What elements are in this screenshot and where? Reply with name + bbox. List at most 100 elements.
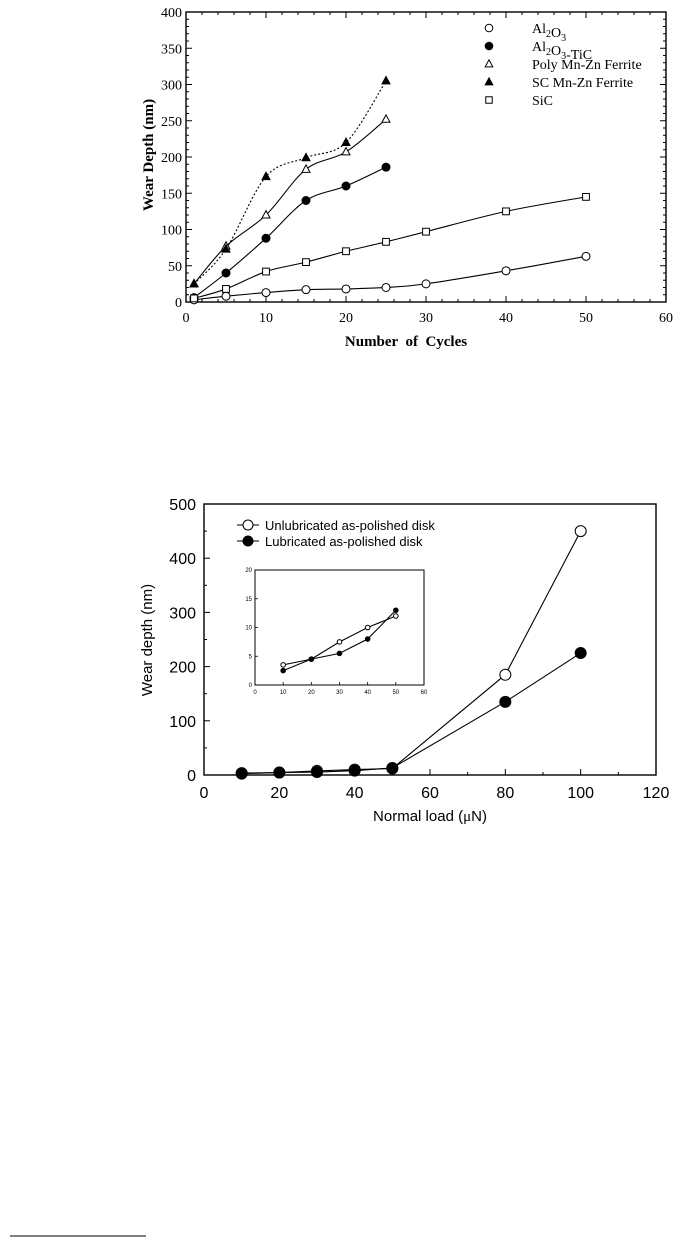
chart1-y-tick-label: 200 xyxy=(161,151,182,166)
chart2-data-point xyxy=(574,525,587,538)
inset-y-tick-label: 5 xyxy=(249,654,253,660)
chart2-series-markers xyxy=(235,525,587,780)
chart2-legend: Unlubricated as-polished diskLubricated … xyxy=(237,518,435,549)
chart2-x-axis-label-post: N) xyxy=(471,808,487,825)
inset-plot-frame xyxy=(254,569,425,686)
chart1-plot-frame xyxy=(185,11,667,303)
chart1-legend-text: Al xyxy=(532,40,546,55)
chart1-y-tick-label: 300 xyxy=(161,79,182,94)
chart1-x-tick-label: 50 xyxy=(579,311,593,326)
chart2-x-axis-label-mu: μ xyxy=(463,809,471,825)
chart1-legend-text: SiC xyxy=(532,94,553,109)
chart1-legend-text: O xyxy=(551,44,561,59)
chart2-y-tick-label: 500 xyxy=(169,497,196,514)
chart1-y-tick-label: 350 xyxy=(161,42,182,57)
inset-x-tick-label: 60 xyxy=(421,690,428,696)
chart1-data-point xyxy=(421,279,431,289)
chart2-legend-label: Unlubricated as-polished disk xyxy=(265,518,435,533)
inset-data-point xyxy=(336,650,343,657)
chart1-data-point xyxy=(422,227,430,236)
chart1-x-tick-label: 60 xyxy=(659,311,673,326)
chart1-data-point xyxy=(190,294,198,303)
inset-x-tick-label: 30 xyxy=(336,690,343,696)
chart1-data-point xyxy=(261,233,271,243)
chart1-x-tick-label: 20 xyxy=(339,311,353,326)
inset-data-point xyxy=(393,607,399,614)
chart2-y-tick-label: 200 xyxy=(169,660,196,677)
chart1-data-point xyxy=(301,285,311,295)
chart1-data-point xyxy=(189,278,199,288)
chart1-data-point xyxy=(261,171,271,181)
chart1-x-tick-label: 10 xyxy=(259,311,273,326)
chart1-series-line-0 xyxy=(193,255,587,301)
chart1-data-point xyxy=(581,251,591,261)
chart1-legend-subscript: 3 xyxy=(561,33,566,44)
inset-x-tick-label: 0 xyxy=(253,690,257,696)
chart2-data-point xyxy=(273,766,286,779)
inset-data-point xyxy=(336,639,343,645)
chart2-data-point xyxy=(348,764,361,777)
chart2-legend-label: Lubricated as-polished disk xyxy=(265,534,423,549)
chart1-legend-text: O xyxy=(551,26,561,41)
chart1-data-point xyxy=(341,137,351,146)
chart1-legend-label: Poly Mn-Zn Ferrite xyxy=(532,58,642,73)
inset-x-tick-label: 10 xyxy=(280,690,287,696)
chart1-series-lines xyxy=(193,80,587,301)
inset-y-tick-label: 0 xyxy=(249,683,253,689)
chart1-x-tick-label: 40 xyxy=(499,311,513,326)
chart1-series-line-2 xyxy=(193,118,387,285)
chart1-legend-label: Al2O3 xyxy=(532,22,566,44)
chart2-x-axis-label: Normal load (μN) xyxy=(373,808,487,825)
chart1-y-tick-label: 150 xyxy=(161,187,182,202)
chart1-legend-subscript: 2 xyxy=(546,29,551,40)
chart1-data-point xyxy=(221,291,231,301)
chart1-legend-marker xyxy=(484,23,494,33)
chart1-legend-label: SiC xyxy=(532,94,553,109)
chart1-data-point xyxy=(501,266,511,276)
chart2-x-tick-label: 40 xyxy=(346,785,364,802)
inset-x-tick-label: 20 xyxy=(308,690,315,696)
chart1-data-point xyxy=(301,196,311,205)
chart1-series-line-4 xyxy=(193,196,587,299)
chart1-data-point xyxy=(342,247,350,256)
chart1-data-point xyxy=(341,146,351,156)
chart1-data-point xyxy=(221,268,231,278)
chart1-x-tick-label: 30 xyxy=(419,311,433,326)
inset-data-point xyxy=(364,636,371,642)
chart1-data-point xyxy=(262,267,270,276)
inset-y-tick-label: 10 xyxy=(245,626,252,632)
chart1-legend-text: Poly Mn-Zn Ferrite xyxy=(532,58,642,73)
chart1-data-point xyxy=(302,258,310,267)
chart1-x-axis-label: Number of Cycles xyxy=(345,334,467,350)
inset-x-tick-label: 40 xyxy=(364,690,371,696)
chart1-data-point xyxy=(381,283,391,292)
chart1-data-point xyxy=(381,75,391,85)
chart1-data-point xyxy=(222,285,230,293)
chart2-data-point xyxy=(386,761,399,774)
chart1-y-tick-label: 50 xyxy=(168,260,182,275)
chart1-data-point xyxy=(301,163,311,173)
chart2-data-point xyxy=(499,695,512,708)
chart1-y-tick-label: 400 xyxy=(161,6,182,21)
chart1-data-point xyxy=(261,209,271,219)
chart1-legend-marker xyxy=(484,41,494,51)
chart-wear-vs-cycles: 0 10 20 30 40 50 60 0 50 100 150 200 250 300 350 400 Al… xyxy=(141,6,673,350)
chart1-x-tick-label: 0 xyxy=(183,311,190,326)
chart1-y-tick-label: 100 xyxy=(161,224,182,239)
chart1-y-axis-label: Wear Depth (nm) xyxy=(141,99,157,211)
chart1-data-point xyxy=(341,181,351,191)
chart2-x-tick-label: 80 xyxy=(496,785,514,802)
chart2-inset: 0 10 20 30 40 50 60 0 5 10 15 20 xyxy=(245,568,428,696)
inset-data-point xyxy=(308,656,315,662)
chart2-data-point xyxy=(311,766,323,779)
chart2-y-tick-label: 300 xyxy=(169,605,196,622)
chart2-data-point xyxy=(499,668,512,681)
chart2-x-tick-label: 20 xyxy=(270,785,288,802)
chart2-y-tick-label: 0 xyxy=(187,768,196,785)
chart2-x-tick-label: 100 xyxy=(567,785,594,802)
chart2-legend-marker xyxy=(242,535,254,547)
